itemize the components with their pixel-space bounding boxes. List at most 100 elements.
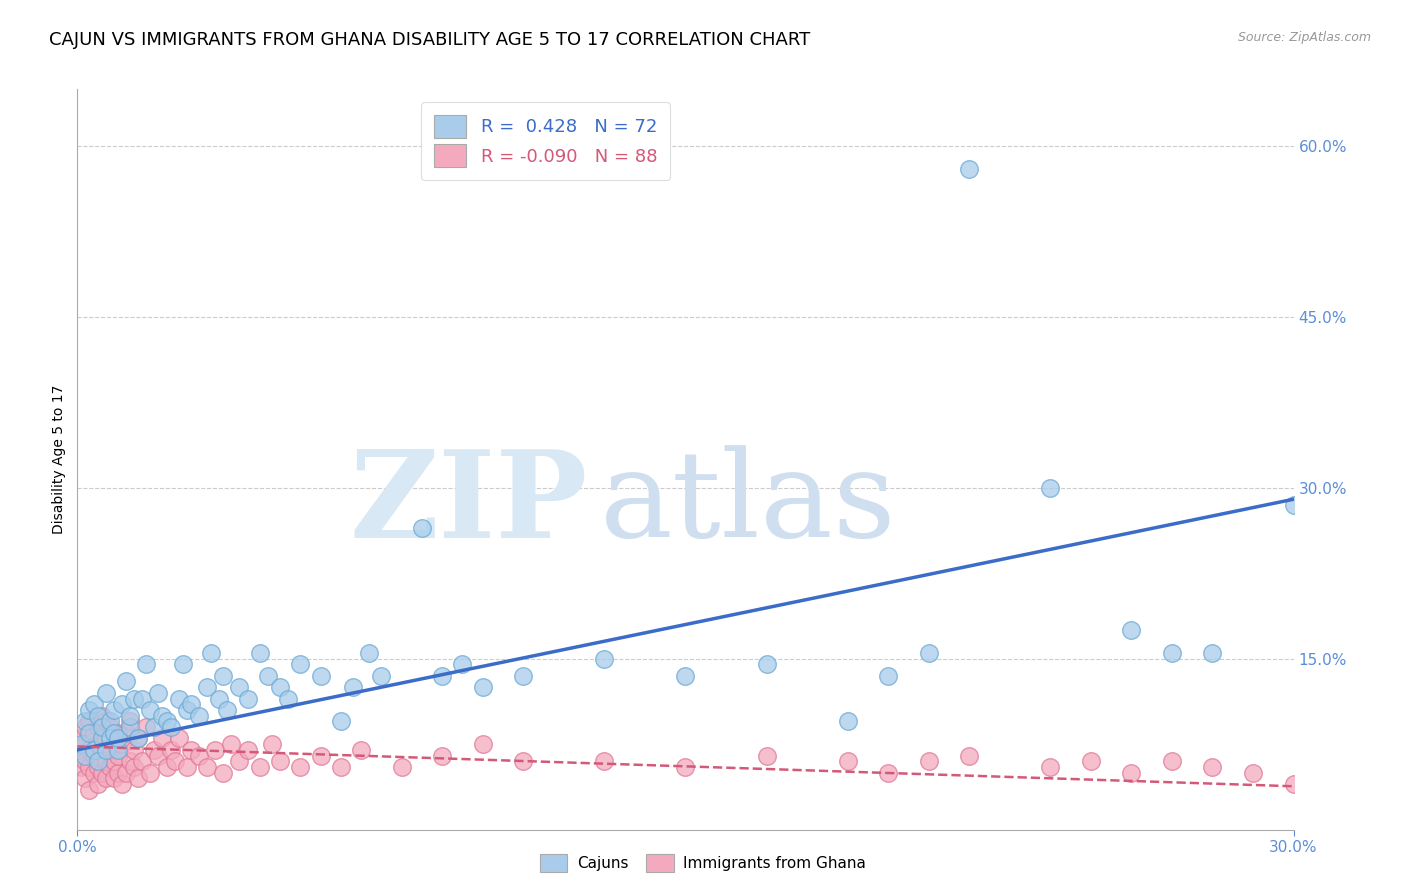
Point xyxy=(163,754,186,768)
Point xyxy=(94,731,117,746)
Point xyxy=(90,720,112,734)
Point xyxy=(70,737,93,751)
Point xyxy=(135,657,157,672)
Point xyxy=(249,646,271,660)
Point xyxy=(370,669,392,683)
Point xyxy=(86,737,108,751)
Point xyxy=(115,674,138,689)
Point xyxy=(675,669,697,683)
Point xyxy=(103,754,125,768)
Point xyxy=(107,765,129,780)
Point xyxy=(107,725,129,739)
Point xyxy=(180,743,202,757)
Point xyxy=(236,691,259,706)
Point xyxy=(118,708,141,723)
Point xyxy=(329,760,352,774)
Point xyxy=(309,669,332,683)
Point xyxy=(837,754,859,768)
Point xyxy=(86,754,108,768)
Point xyxy=(83,725,105,739)
Point xyxy=(411,521,433,535)
Point xyxy=(86,777,108,791)
Point xyxy=(79,714,101,729)
Point xyxy=(83,765,105,780)
Point xyxy=(75,714,97,729)
Point xyxy=(755,748,778,763)
Point xyxy=(1282,777,1305,791)
Point xyxy=(111,777,134,791)
Point xyxy=(200,646,222,660)
Legend: R =  0.428   N = 72, R = -0.090   N = 88: R = 0.428 N = 72, R = -0.090 N = 88 xyxy=(422,102,669,180)
Point xyxy=(221,737,243,751)
Point xyxy=(139,703,162,717)
Point xyxy=(143,743,166,757)
Point xyxy=(75,772,97,786)
Y-axis label: Disability Age 5 to 17: Disability Age 5 to 17 xyxy=(52,384,66,534)
Point xyxy=(79,703,101,717)
Legend: Cajuns, Immigrants from Ghana: Cajuns, Immigrants from Ghana xyxy=(533,846,873,880)
Point xyxy=(107,743,129,757)
Point xyxy=(98,743,121,757)
Point xyxy=(269,754,291,768)
Point xyxy=(103,737,125,751)
Point xyxy=(83,743,105,757)
Point xyxy=(257,669,280,683)
Point xyxy=(430,669,453,683)
Point xyxy=(1282,498,1305,512)
Point xyxy=(111,698,134,712)
Point xyxy=(94,686,117,700)
Point xyxy=(155,760,177,774)
Point xyxy=(98,714,121,729)
Point xyxy=(342,680,364,694)
Point xyxy=(290,657,312,672)
Point xyxy=(75,748,97,763)
Point xyxy=(208,691,231,706)
Point xyxy=(90,765,112,780)
Point xyxy=(309,748,332,763)
Point xyxy=(877,765,900,780)
Point xyxy=(159,743,181,757)
Point xyxy=(118,754,141,768)
Point xyxy=(143,720,166,734)
Point xyxy=(1121,765,1143,780)
Point xyxy=(79,760,101,774)
Point xyxy=(94,754,117,768)
Point xyxy=(1039,760,1062,774)
Point xyxy=(79,782,101,797)
Point xyxy=(451,657,474,672)
Point xyxy=(107,748,129,763)
Point xyxy=(195,680,218,694)
Point xyxy=(1241,765,1264,780)
Point xyxy=(228,680,250,694)
Point xyxy=(111,737,134,751)
Point xyxy=(167,691,190,706)
Point xyxy=(70,731,93,746)
Point xyxy=(118,720,141,734)
Text: atlas: atlas xyxy=(600,445,897,562)
Point xyxy=(70,748,93,763)
Point xyxy=(118,714,141,729)
Point xyxy=(103,772,125,786)
Point xyxy=(83,698,105,712)
Point xyxy=(188,748,211,763)
Text: CAJUN VS IMMIGRANTS FROM GHANA DISABILITY AGE 5 TO 17 CORRELATION CHART: CAJUN VS IMMIGRANTS FROM GHANA DISABILIT… xyxy=(49,31,810,49)
Point xyxy=(79,725,101,739)
Point xyxy=(877,669,900,683)
Point xyxy=(269,680,291,694)
Point xyxy=(350,743,373,757)
Point xyxy=(135,720,157,734)
Point xyxy=(172,657,194,672)
Point xyxy=(212,765,235,780)
Point xyxy=(122,743,145,757)
Point xyxy=(94,714,117,729)
Point xyxy=(277,691,299,706)
Point xyxy=(180,698,202,712)
Point xyxy=(957,748,980,763)
Point xyxy=(131,691,153,706)
Point xyxy=(593,754,616,768)
Point xyxy=(1080,754,1102,768)
Point xyxy=(195,760,218,774)
Point xyxy=(167,731,190,746)
Point xyxy=(217,703,239,717)
Point xyxy=(86,708,108,723)
